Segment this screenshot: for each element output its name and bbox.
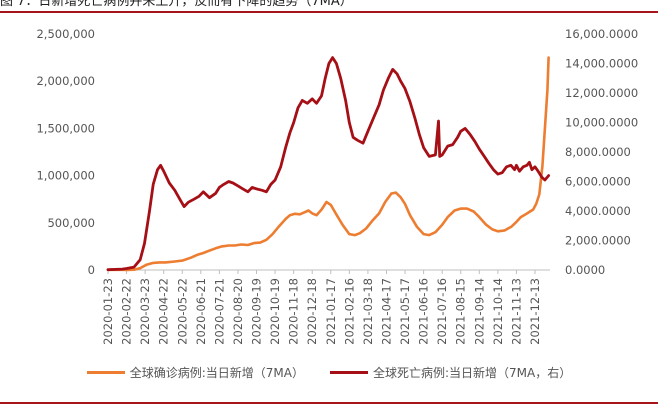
y-right-tick-label: 8,000.0000: [565, 145, 631, 159]
y-right-tick-label: 10,000.0000: [565, 116, 638, 130]
x-tick-label: 2020-12-18: [305, 278, 319, 345]
x-tick-label: 2021-07-16: [435, 278, 449, 345]
y-right-tick-label: 6,000.0000: [565, 175, 631, 189]
y-right-tick-label: 14,000.0000: [565, 57, 638, 71]
x-tick-label: 2020-01-23: [101, 278, 115, 345]
x-tick-label: 2021-11-13: [509, 278, 523, 345]
x-tick-label: 2021-12-13: [528, 278, 542, 345]
y-right-tick-label: 2,000.0000: [565, 234, 631, 248]
x-tick-label: 2020-05-22: [175, 278, 189, 345]
x-tick-label: 2020-04-22: [157, 278, 171, 345]
legend-swatch-confirmed: [86, 370, 125, 374]
x-tick-label: 2021-09-14: [472, 278, 486, 345]
x-tick-label: 2020-11-18: [287, 278, 301, 345]
y-right-tick-label: 12,000.0000: [565, 86, 638, 100]
x-tick-label: 2021-04-17: [379, 278, 393, 345]
x-tick-label: 2021-03-18: [361, 278, 375, 345]
bottom-rule: [0, 402, 658, 404]
legend-item-deaths: 全球死亡病例:当日新增（7MA，右）: [330, 364, 571, 381]
x-tick-label: 2020-10-19: [268, 278, 282, 345]
y-left-tick-label: 1,000,000: [36, 169, 95, 183]
y-right-tick-label: 0.0000: [565, 263, 605, 277]
y-left-tick-label: 1,500,000: [36, 121, 95, 135]
x-tick-label: 2021-10-14: [491, 278, 505, 345]
y-left-tick-label: 500,000: [47, 216, 95, 230]
y-left-tick-label: 2,500,000: [36, 27, 95, 41]
legend-label-deaths: 全球死亡病例:当日新增（7MA，右）: [373, 365, 572, 380]
x-tick-label: 2020-09-19: [250, 278, 264, 345]
x-tick-label: 2020-08-20: [231, 278, 245, 345]
legend-item-confirmed: 全球确诊病例:当日新增（7MA）: [86, 364, 304, 381]
line-chart: 0 500,000 1,000,000 1,500,000 2,000,000 2,500…: [36, 27, 638, 345]
series-line-confirmed: [106, 56, 550, 272]
chart-legend: 全球确诊病例:当日新增（7MA） 全球死亡病例:当日新增（7MA，右）: [0, 363, 658, 381]
series-line-deaths: [106, 56, 550, 272]
x-tick-label: 2020-06-21: [194, 278, 208, 345]
legend-swatch-deaths: [330, 370, 368, 374]
figure-title: 图 7：日新增死亡病例并未上升，反而有下降的趋势（7MA）: [0, 0, 353, 9]
x-tick-label: 2020-02-22: [120, 278, 134, 345]
x-tick-label: 2021-02-16: [342, 278, 356, 345]
legend-label-confirmed: 全球确诊病例:当日新增（7MA）: [129, 365, 304, 380]
y-right-tick-label: 16,000.0000: [565, 27, 638, 41]
x-tick-label: 2021-08-15: [454, 278, 468, 345]
x-tick-label: 2021-05-17: [398, 278, 412, 345]
x-tick-label: 2020-07-21: [212, 278, 226, 345]
y-right-tick-label: 4,000.0000: [565, 204, 631, 218]
y-left-tick-label: 0: [88, 263, 95, 277]
x-tick-label: 2021-06-16: [417, 278, 431, 345]
x-tick-label: 2021-01-17: [324, 278, 338, 345]
top-rule: [0, 11, 658, 13]
x-tick-label: 2020-03-23: [138, 278, 152, 345]
y-left-tick-label: 2,000,000: [36, 74, 95, 88]
